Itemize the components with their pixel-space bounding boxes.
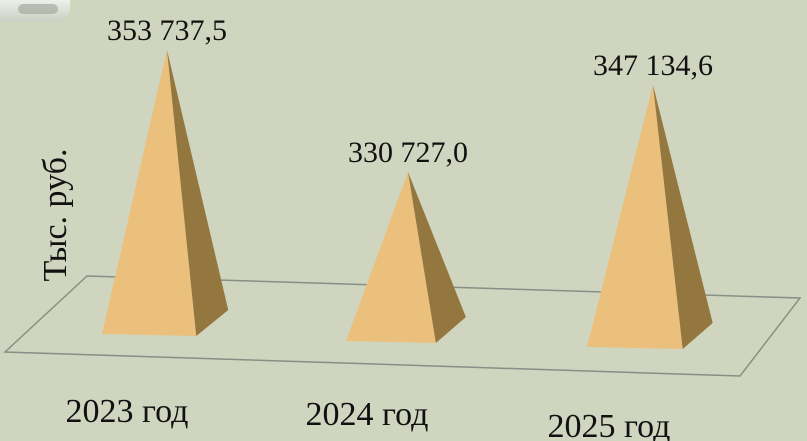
pyramid-side-face	[167, 50, 229, 336]
pyramid-side-face	[653, 85, 713, 350]
chart-floor	[3, 275, 802, 377]
pyramid-front-face	[346, 172, 436, 343]
pyramid-side-face	[408, 172, 466, 343]
value-label: 353 737,5	[107, 14, 227, 47]
value-label: 347 134,6	[593, 49, 713, 82]
y-axis-label: Тыс. руб.	[37, 148, 74, 282]
category-label: 2023 год	[66, 393, 189, 430]
category-label: 2025 год	[548, 408, 671, 441]
pyramid-front-face	[587, 85, 683, 350]
value-label: 330 727,0	[348, 136, 468, 169]
category-label: 2024 год	[306, 396, 429, 433]
pyramid-front-face	[102, 50, 197, 336]
slide-corner-decoration	[0, 0, 70, 22]
